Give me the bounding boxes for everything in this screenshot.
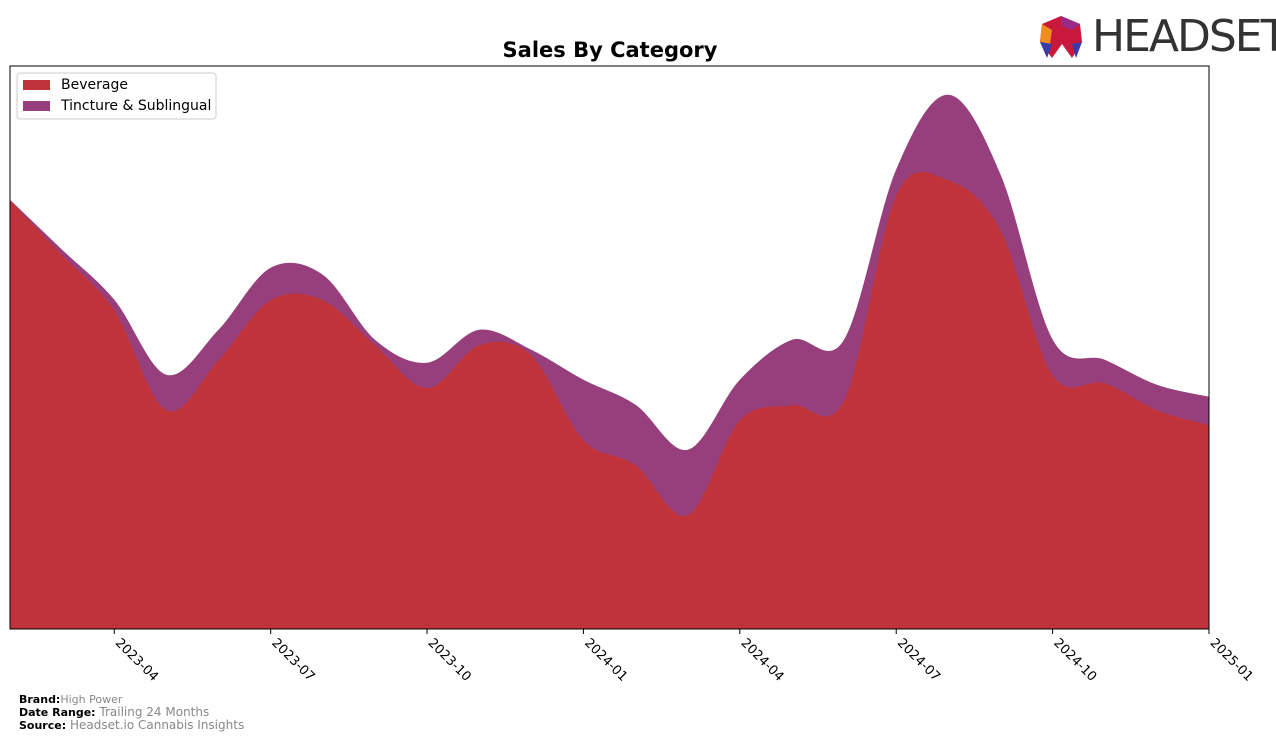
footer-source: Source: Headset.io Cannabis Insights [19, 718, 245, 733]
footer-value: Headset.io Cannabis Insights [69, 718, 245, 732]
footer-label: Source: [19, 719, 67, 732]
footer-label: Brand: [19, 693, 61, 706]
logo-icon [1040, 16, 1082, 58]
area [9, 94, 1210, 517]
footer-brand: Brand:High Power [19, 693, 122, 706]
footer-value: High Power [60, 693, 123, 706]
x-tick-label: 2024-07 [894, 636, 943, 685]
x-tick-label: 2023-07 [268, 636, 317, 685]
legend-swatch [23, 101, 50, 111]
footer-range: Date Range: Trailing 24 Months [19, 705, 210, 720]
x-tick-label: 2023-10 [425, 636, 474, 685]
legend-box [16, 72, 217, 120]
plot-area [9, 94, 1210, 630]
footer-value: Trailing 24 Months [99, 705, 210, 719]
x-tick-label: 2024-01 [581, 636, 630, 685]
footer-label: Date Range: [19, 706, 96, 719]
plot-frame [9, 65, 1210, 630]
x-tick-label: 2025-01 [1207, 636, 1256, 685]
legend-label: Tincture & Sublingual [60, 98, 211, 114]
legend-label: Beverage [61, 77, 128, 93]
chart-title: Sales By Category [503, 38, 718, 62]
logo-text: HEADSET [1092, 11, 1276, 62]
legend: Beverage Tincture & Sublingual [16, 72, 217, 120]
x-tick-label: 2023-04 [112, 636, 161, 685]
x-tick-label: 2024-10 [1050, 636, 1099, 685]
legend-swatch [23, 80, 50, 90]
x-tick-label: 2024-04 [738, 636, 787, 685]
